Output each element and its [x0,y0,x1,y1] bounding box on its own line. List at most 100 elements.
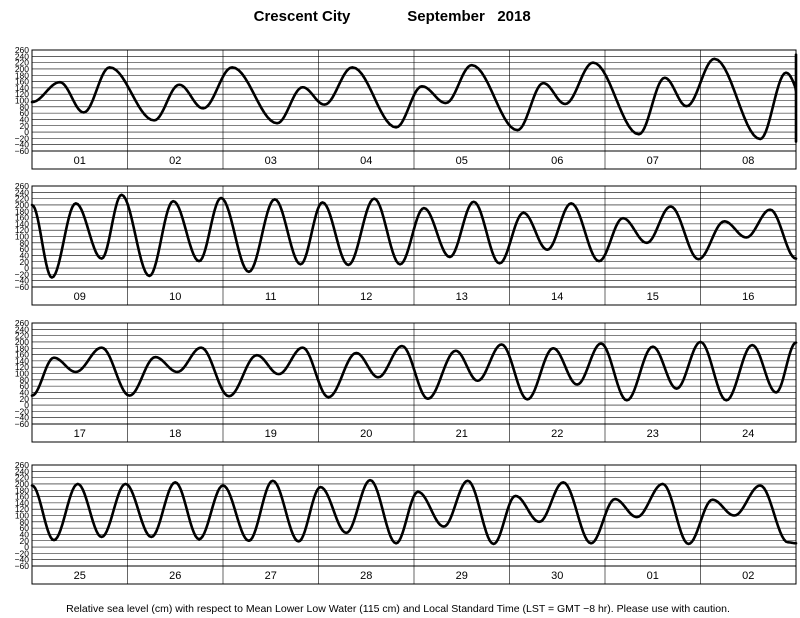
y-tick-label: 40 [20,529,30,539]
y-tick-label: 120 [15,504,29,514]
y-tick-label: 260 [15,318,29,328]
y-tick-label: 40 [20,114,30,124]
day-label: 07 [647,155,659,167]
y-tick-label: 80 [20,375,30,385]
y-tick-label: 180 [15,485,29,495]
y-tick-label: −60 [15,146,30,156]
y-tick-label: 160 [15,492,29,502]
day-label: 17 [74,428,86,440]
y-tick-label: 60 [20,244,30,254]
y-tick-label: 240 [15,466,29,476]
y-tick-label: 160 [15,350,29,360]
tide-series-line [30,340,798,402]
y-tick-label: 100 [15,232,29,242]
y-tick-label: 100 [15,96,29,106]
tide-panels: −60−40−200204060801001201401601802002202… [15,45,798,585]
day-label: 25 [74,570,86,582]
y-tick-label: 60 [20,381,30,391]
y-tick-label: 20 [20,536,30,546]
day-label: 04 [360,155,372,167]
y-tick-label: 20 [20,257,30,267]
date-strip-frame [31,423,797,443]
y-tick-label: 0 [24,263,29,273]
y-tick-label: 40 [20,250,30,260]
y-tick-label: 100 [15,511,29,521]
day-label: 02 [169,155,181,167]
y-tick-label: 120 [15,362,29,372]
day-label: 29 [456,570,468,582]
date-strip-frame [31,150,797,170]
y-tick-label: −60 [15,282,30,292]
tide-panel-1: −60−40−200204060801001201401601802002202… [15,45,798,170]
day-label: 10 [169,291,181,303]
day-label: 21 [456,428,468,440]
day-label: 20 [360,428,372,440]
day-label: 15 [647,291,659,303]
tide-panel-2: −60−40−200204060801001201401601802002202… [15,181,798,306]
day-label: 23 [647,428,659,440]
day-label: 30 [551,570,563,582]
date-strip-frame [31,286,797,306]
day-label: 03 [265,155,277,167]
day-label: 02 [742,570,754,582]
day-label: 22 [551,428,563,440]
station-title: Crescent City [254,8,351,25]
day-label: 01 [647,570,659,582]
y-tick-label: 160 [15,77,29,87]
y-tick-label: 20 [20,394,30,404]
y-tick-label: 60 [20,108,30,118]
y-tick-label: 80 [20,238,30,248]
day-label: 06 [551,155,563,167]
y-tick-label: 140 [15,356,29,366]
tide-series-line [30,53,798,143]
day-label: 27 [265,570,277,582]
y-tick-label: 260 [15,181,29,191]
day-label: 26 [169,570,181,582]
tide-series-line [30,478,798,546]
day-label: 19 [265,428,277,440]
day-label: 24 [742,428,754,440]
y-tick-label: 60 [20,523,30,533]
y-tick-label: −20 [15,269,30,279]
y-tick-label: −60 [15,561,30,571]
y-tick-label: −20 [15,548,30,558]
tide-series-line [30,193,798,279]
day-label: 18 [169,428,181,440]
y-tick-label: 220 [15,58,29,68]
y-tick-label: 100 [15,369,29,379]
y-tick-label: 180 [15,206,29,216]
tide-panel-3: −60−40−200204060801001201401601802002202… [15,318,798,443]
day-label: 16 [742,291,754,303]
day-label: 01 [74,155,86,167]
y-tick-label: 140 [15,83,29,93]
y-tick-label: 200 [15,200,29,210]
day-label: 28 [360,570,372,582]
y-tick-label: −40 [15,140,30,150]
y-tick-label: 120 [15,225,29,235]
y-tick-label: 220 [15,331,29,341]
y-tick-label: 260 [15,45,29,55]
y-tick-label: 160 [15,213,29,223]
y-tick-label: 80 [20,517,30,527]
y-tick-label: 260 [15,460,29,470]
y-tick-label: −40 [15,276,30,286]
y-tick-label: 220 [15,194,29,204]
footer-note: Relative sea level (cm) with respect to … [66,603,730,615]
y-tick-label: 180 [15,343,29,353]
y-tick-label: −40 [15,555,30,565]
day-label: 12 [360,291,372,303]
y-tick-label: 180 [15,70,29,80]
y-tick-label: 0 [24,400,29,410]
y-tick-label: 240 [15,51,29,61]
y-tick-label: 120 [15,89,29,99]
y-tick-label: 20 [20,121,30,131]
day-label: 08 [742,155,754,167]
y-tick-label: −40 [15,413,30,423]
y-tick-label: 220 [15,473,29,483]
y-tick-label: 0 [24,127,29,137]
y-tick-label: 40 [20,387,30,397]
y-tick-label: 140 [15,498,29,508]
y-tick-label: −20 [15,133,30,143]
